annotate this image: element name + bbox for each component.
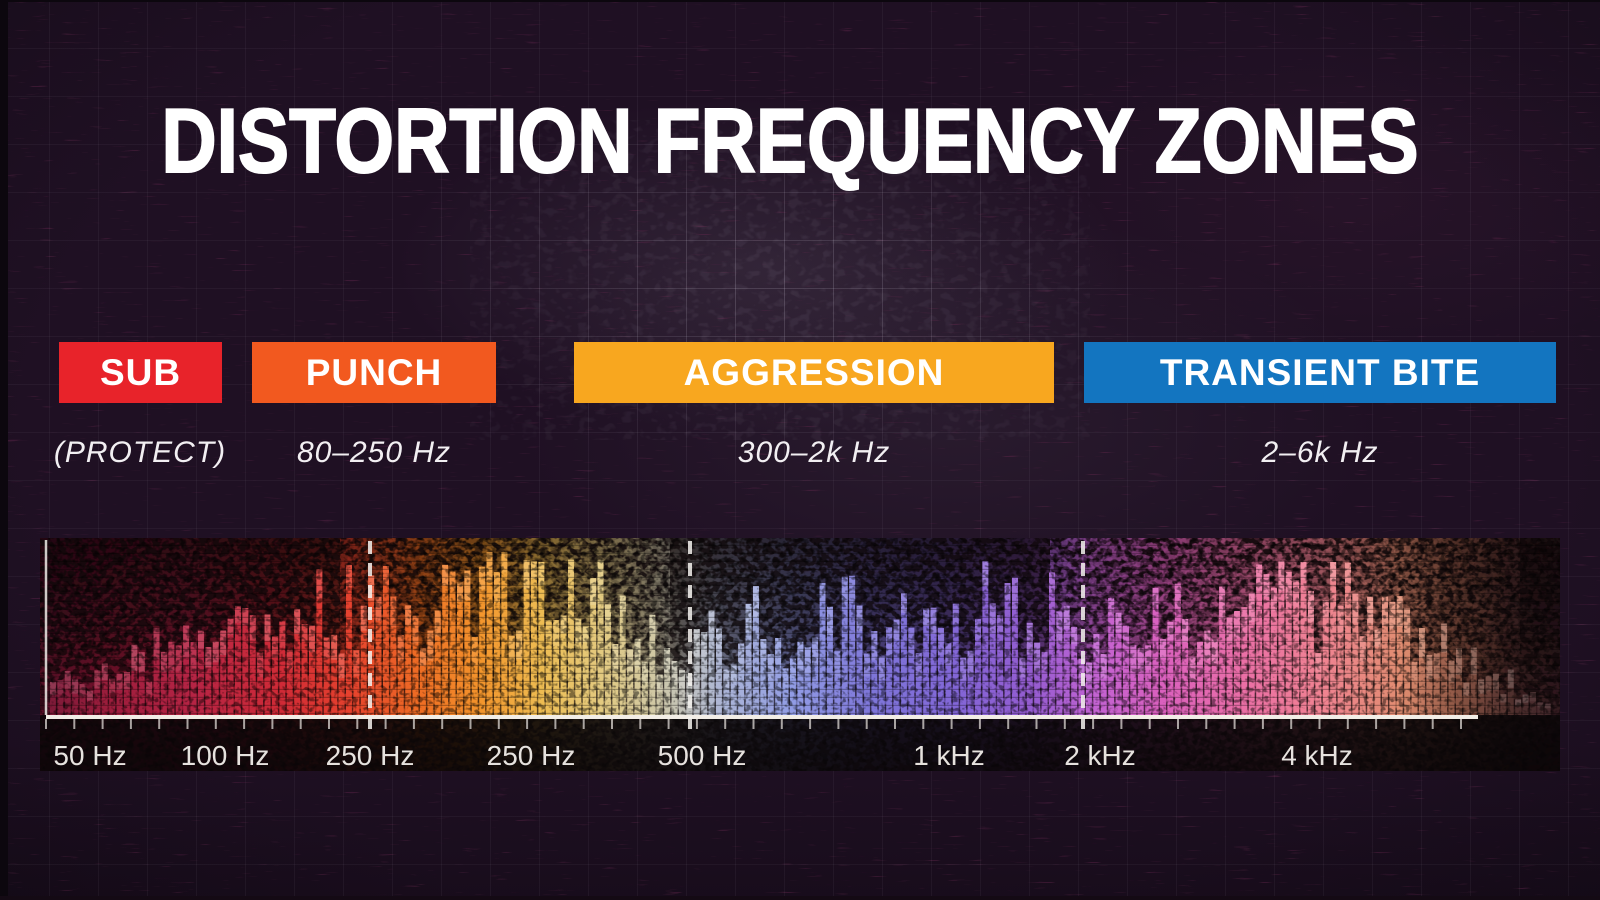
svg-text:250 Hz: 250 Hz <box>487 740 576 771</box>
svg-text:250 Hz: 250 Hz <box>326 740 415 771</box>
svg-text:100 Hz: 100 Hz <box>181 740 270 771</box>
svg-text:50 Hz: 50 Hz <box>53 740 126 771</box>
svg-text:1 kHz: 1 kHz <box>913 740 985 771</box>
svg-text:4 kHz: 4 kHz <box>1281 740 1353 771</box>
svg-text:500 Hz: 500 Hz <box>658 740 747 771</box>
svg-text:2 kHz: 2 kHz <box>1064 740 1136 771</box>
